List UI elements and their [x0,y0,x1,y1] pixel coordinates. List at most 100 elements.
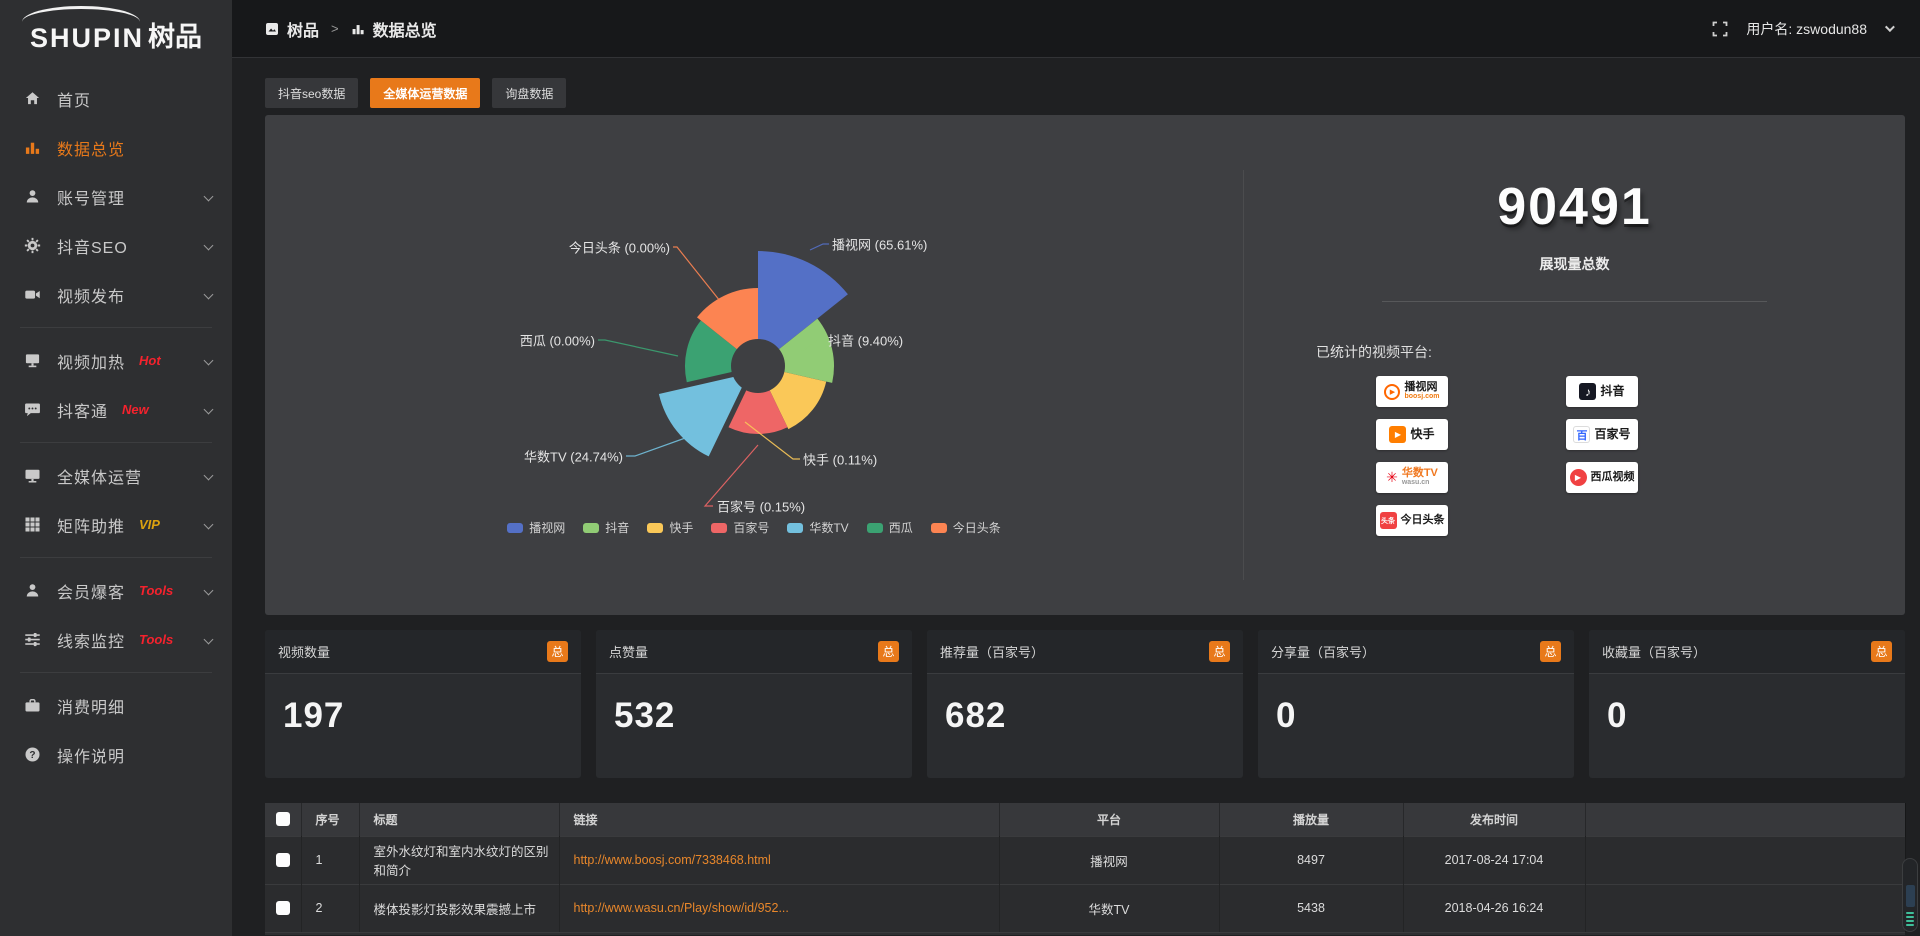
legend-item-xigua[interactable]: 西瓜 [866,519,913,536]
sidebar-divider [20,442,212,443]
tab-omnimedia-data[interactable]: 全媒体运营数据 [370,78,481,108]
pie-label-douyin: 抖音 (9.40%) [828,333,904,349]
pie-slice-washutv[interactable] [658,373,749,457]
sidebar-item-label: 数据总览 [57,141,126,159]
legend-item-kuaishou[interactable]: 快手 [647,519,693,536]
total-badge[interactable]: 总 [547,641,568,662]
legend-label: 西瓜 [888,521,913,535]
sidebar-item-account-mgmt[interactable]: 账号管理 [0,172,232,221]
scroll-widget-stripe [1906,912,1914,914]
legend-item-douyin[interactable]: 抖音 [583,519,629,536]
sidebar-item-omnimedia[interactable]: 全媒体运营 [0,451,232,500]
total-badge[interactable]: 总 [878,641,899,662]
scroll-widget-thumb [1905,885,1915,907]
sidebar-item-consumption-detail[interactable]: 消费明细 [0,681,232,730]
cell-link[interactable]: http://www.boosj.com/7338468.html [573,853,771,867]
platform-badge-kuaishou: ▶ 快手 [1376,419,1448,450]
chevron-down-icon[interactable] [1884,22,1895,33]
stat-cards-row: 视频数量 总 197 点赞量 总 532 推荐量（百家号） 总 682 分享量（百家号… [265,630,1905,778]
scroll-widget-stripe [1906,916,1914,918]
monitor-icon [25,469,40,483]
pie-label-boshiwang: 播视网 (65.61%) [832,237,928,253]
platform-name: 快手 [1410,427,1435,441]
legend-swatch [866,522,883,533]
sidebar-item-label: 会员爆客 [57,584,126,602]
chevron-down-icon [203,191,214,202]
legend-swatch [647,522,664,533]
username-label[interactable]: 用户名: zswodun88 [1746,20,1867,37]
sidebar-item-doketong[interactable]: 抖客通 New [0,385,232,434]
display-icon [25,354,40,368]
tools-badge: Tools [139,632,174,647]
sidebar-item-lead-monitor[interactable]: 线索监控 Tools [0,615,232,664]
sidebar-item-video-heat[interactable]: 视频加热 Hot [0,336,232,385]
sidebar-item-label: 账号管理 [57,190,126,208]
legend-item-baijiahao[interactable]: 百家号 [711,519,769,536]
cell-title[interactable]: 室外水纹灯和室内水纹灯的区别和简介 [359,835,560,884]
videos-table: 序号 标题 链接 平台 播放量 发布时间 1 室外水纹灯和室内水纹灯的区别和简介… [265,803,1906,932]
col-title: 标题 [359,803,560,836]
row-checkbox[interactable] [275,853,290,867]
stat-card-value: 197 [283,696,345,735]
sidebar-item-douyin-seo[interactable]: 抖音SEO [0,221,232,270]
table-header-row: 序号 标题 链接 平台 播放量 发布时间 [265,803,1906,836]
pie-slice-boshiwang[interactable] [758,251,848,366]
impressions-total-label: 展现量总数 [1539,256,1610,272]
sidebar-item-data-overview[interactable]: 数据总览 [0,123,232,172]
total-badge[interactable]: 总 [1871,641,1892,662]
chevron-down-icon [203,289,214,300]
cell-title[interactable]: 楼体投影灯投影效果震撼上市 [359,883,560,932]
sliders-icon [25,633,40,647]
legend-item-boshiwang[interactable]: 播视网 [507,519,565,536]
total-badge[interactable]: 总 [1209,641,1230,662]
sidebar-item-home[interactable]: 首页 [0,74,232,123]
sidebar-item-label: 视频发布 [57,288,126,306]
user-icon [26,584,39,597]
pie-slice-baijiahao[interactable] [728,366,788,435]
select-all-checkbox[interactable] [275,812,290,827]
stat-card-favorites: 收藏量（百家号） 总 0 [1589,630,1905,778]
total-badge[interactable]: 总 [1540,641,1561,662]
sidebar-item-label: 全媒体运营 [57,469,143,487]
sidebar-divider [20,557,212,558]
cell-platform: 华数TV [999,883,1220,932]
sidebar-item-label: 矩阵助推 [57,518,126,536]
breadcrumb: 树品 > 数据总览 [265,17,437,41]
platform-name: 百家号 [1594,427,1631,441]
sidebar-item-help[interactable]: ? 操作说明 [0,730,232,779]
sidebar: SHUPIN 树品 首页 数据总览 账号管理 抖音SEO 视频发布 [0,0,232,936]
chevron-down-icon [203,240,214,251]
stat-card-shares: 分享量（百家号） 总 0 [1258,630,1574,778]
tab-douyin-seo-data[interactable]: 抖音seo数据 [265,78,359,108]
cell-publish-time: 2017-08-24 17:04 [1403,835,1586,884]
fullscreen-icon[interactable] [1712,21,1728,37]
sidebar-item-member-baoke[interactable]: 会员爆客 Tools [0,566,232,615]
sidebar-item-matrix-boost[interactable]: 矩阵助推 VIP [0,500,232,549]
breadcrumb-root[interactable]: 树品 [287,22,320,40]
legend-label: 今日头条 [952,521,1001,535]
tab-inquiry-data[interactable]: 询盘数据 [492,78,567,108]
sidebar-divider [20,327,212,328]
platforms-title: 已统计的视频平台: [1316,344,1432,360]
legend-swatch [583,522,600,533]
legend-label: 播视网 [529,521,566,535]
stat-card-label: 分享量（百家号） [1271,645,1376,660]
pie-label-toutiao: 今日头条 (0.00%) [568,240,670,256]
topbar-right: 用户名: zswodun88 [1712,19,1895,39]
legend-item-toutiao[interactable]: 今日头条 [930,519,1001,536]
platform-name: 抖音 [1600,384,1625,398]
sidebar-item-video-publish[interactable]: 视频发布 [0,270,232,319]
cell-link[interactable]: http://www.wasu.cn/Play/show/id/952... [573,901,789,916]
toutiao-logo-icon: 头条 [1379,512,1397,529]
legend-swatch [787,522,804,533]
scroll-widget[interactable] [1902,858,1918,932]
stat-card-likes: 点赞量 总 532 [596,630,912,778]
row-checkbox[interactable] [275,901,290,916]
grid-icon [25,517,40,532]
impressions-total-value: 90491 [1497,178,1652,236]
platform-badge-washutv: ✳ 华数TV wasu.cn [1376,462,1448,493]
sidebar-menu: 首页 数据总览 账号管理 抖音SEO 视频发布 视频加热 Hot [0,62,232,779]
table-row: 2 楼体投影灯投影效果震撼上市 http://www.wasu.cn/Play/… [265,883,1906,932]
topbar: 树品 > 数据总览 用户名: zswodun88 [232,0,1920,58]
legend-item-washutv[interactable]: 华数TV [787,519,849,536]
